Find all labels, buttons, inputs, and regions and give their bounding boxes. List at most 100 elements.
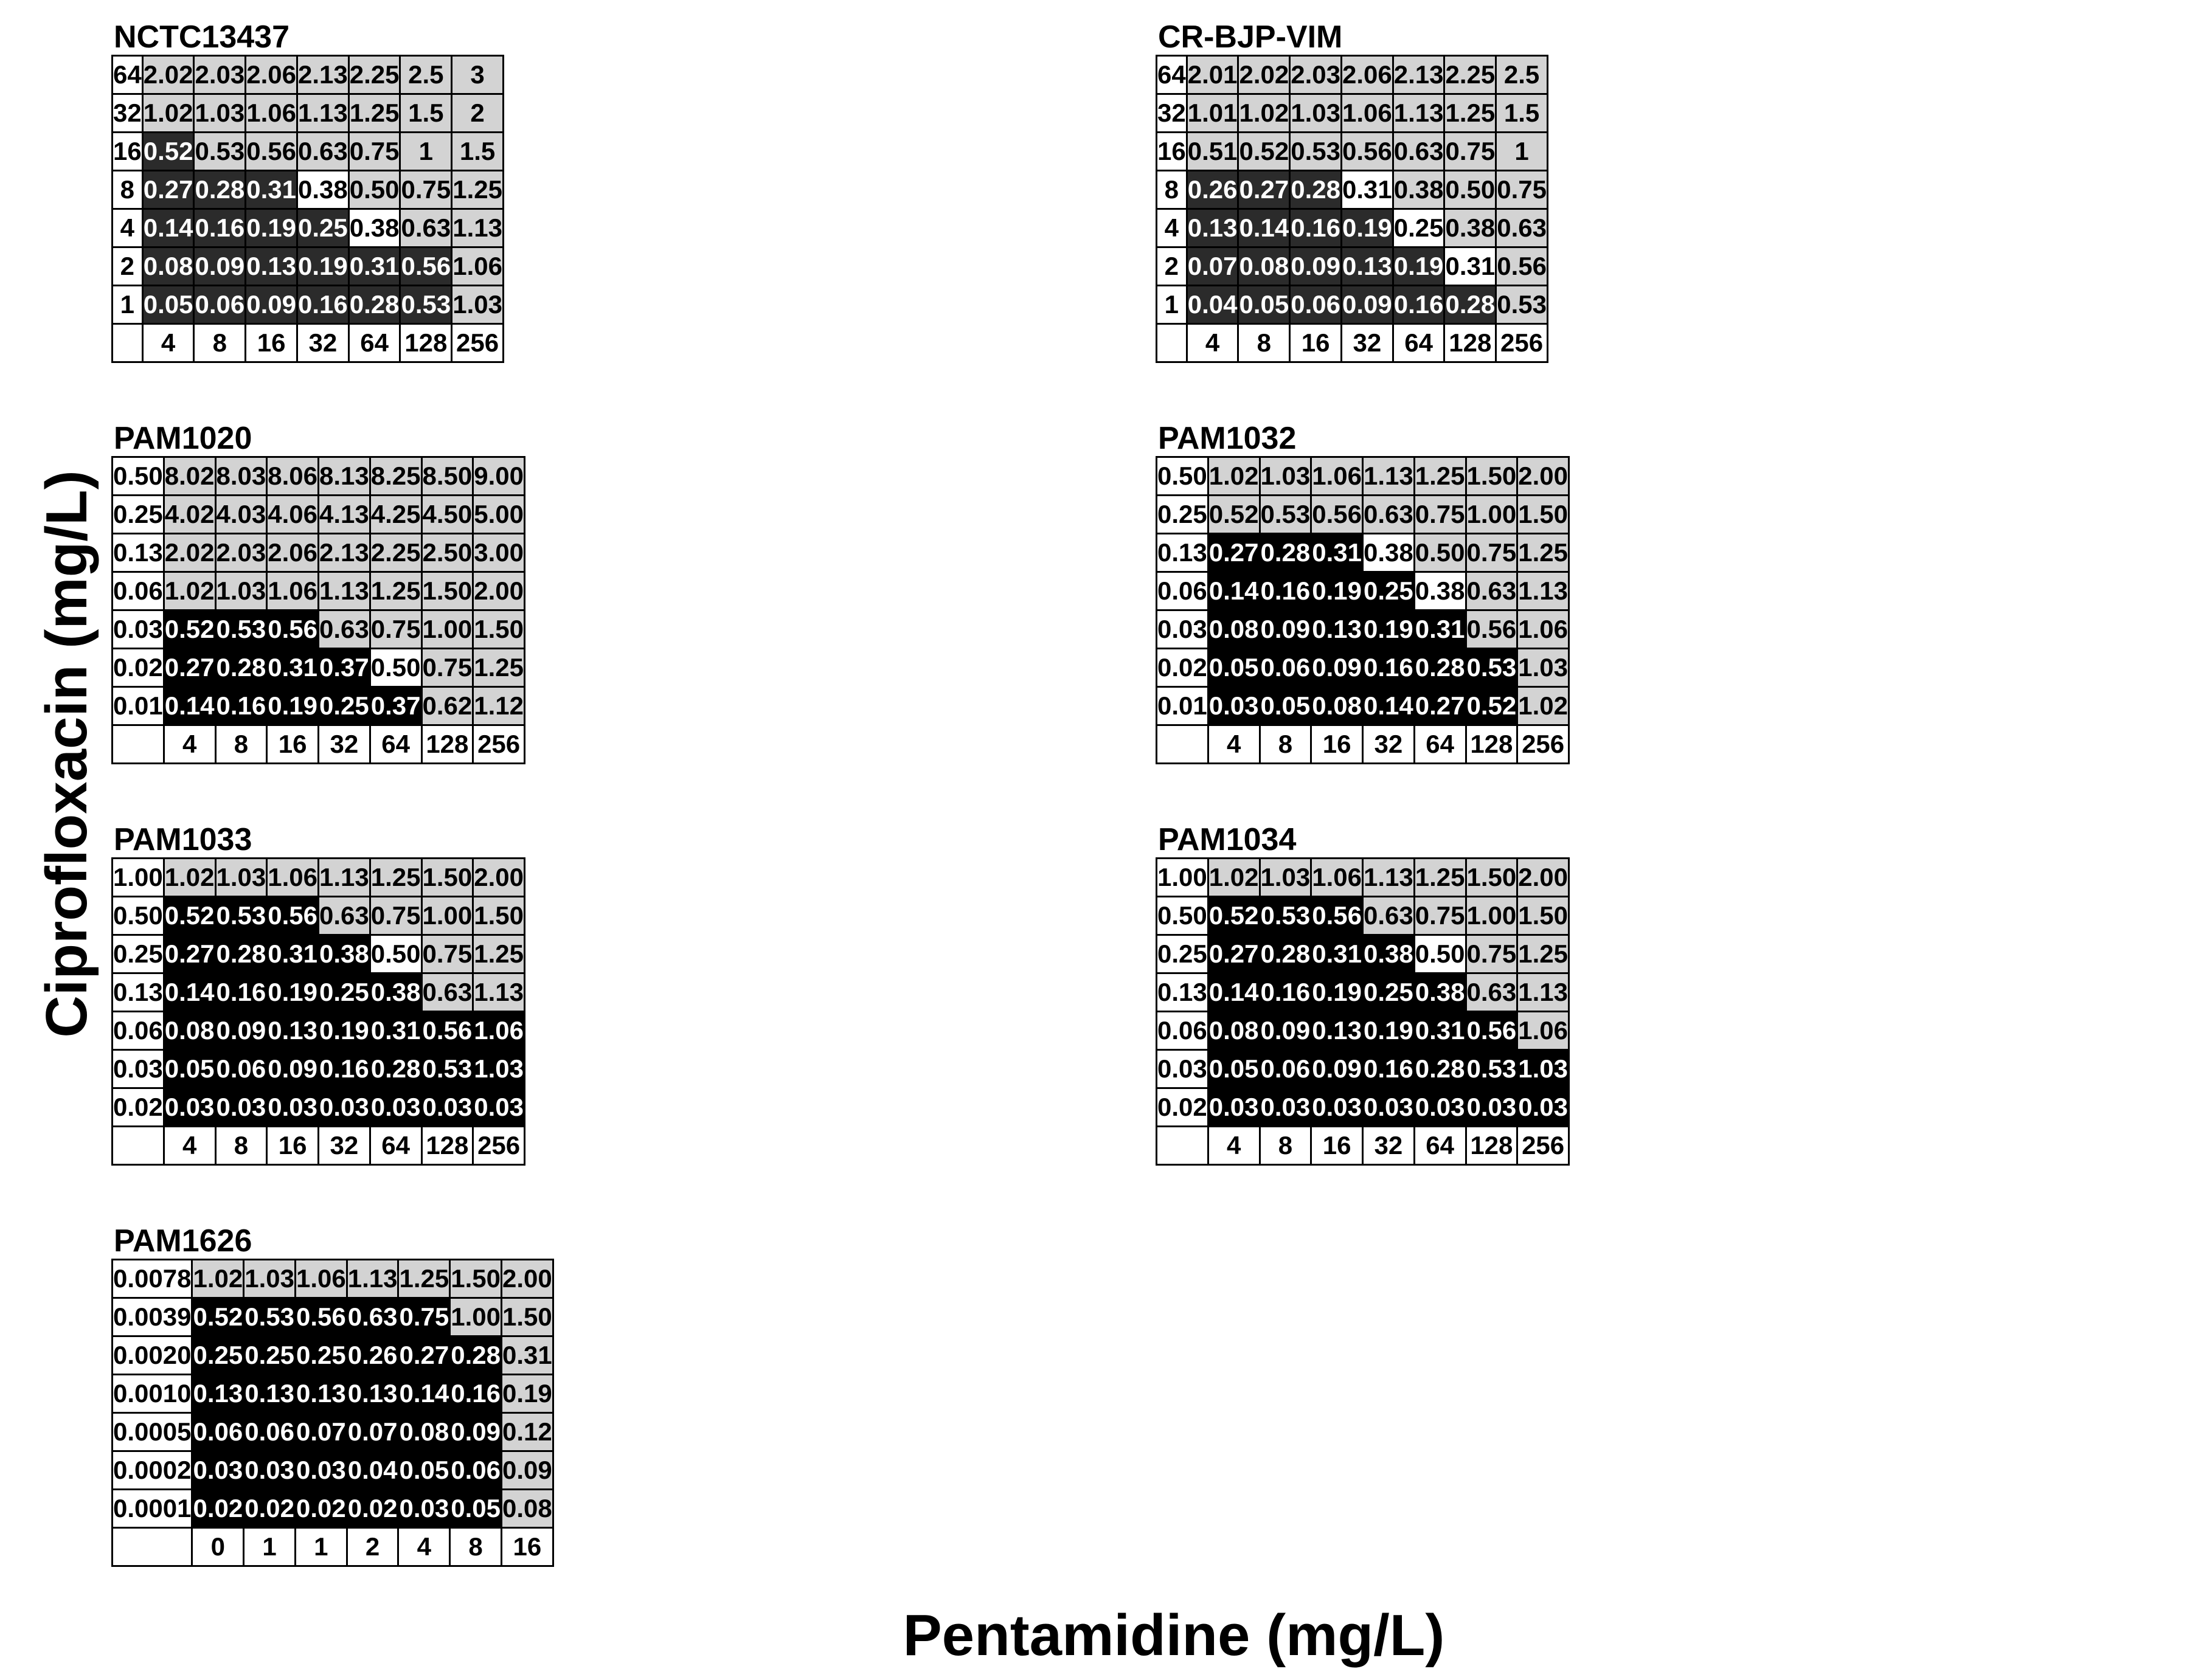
panel-title: PAM1032 (1158, 421, 1297, 456)
fici-cell: 1.00 (1465, 896, 1519, 936)
grid-row: 0.0002 0.03 0.03 0.03 0.04 0.05 0.06 0.09 (111, 1450, 554, 1490)
y-tick-label: 0.50 (111, 456, 165, 496)
fici-cell: 0.53 (193, 131, 247, 171)
fici-cell: 0.05 (1237, 285, 1291, 325)
fici-cell: 5.00 (472, 494, 525, 534)
fici-cell: 1.02 (1207, 456, 1261, 496)
fici-cell: 0.19 (500, 1374, 554, 1414)
fici-cell: 1.06 (266, 571, 319, 611)
x-axis-label: Pentamidine (mg/L) (903, 1603, 1445, 1668)
checkerboard-grid: 64 2.02 2.03 2.06 2.13 2.25 2.5 3 32 1.02 1.03 1.06… (111, 55, 504, 363)
y-tick-label: 0.13 (1156, 972, 1209, 1012)
y-tick-label: 0.25 (111, 494, 165, 534)
fici-cell: 0.08 (397, 1412, 451, 1452)
grid-row: 0.13 0.14 0.16 0.19 0.25 0.38 0.63 1.13 (111, 972, 525, 1012)
fici-cell: 1.25 (369, 571, 423, 611)
fici-cell: 1 (1495, 131, 1548, 171)
grid-row: 64 2.02 2.03 2.06 2.13 2.25 2.5 3 (111, 55, 504, 95)
fici-cell: 8.03 (214, 456, 268, 496)
fici-cell: 0.27 (1413, 686, 1467, 726)
fici-cell: 0.08 (141, 246, 195, 286)
fici-cell: 0.27 (397, 1335, 451, 1375)
grid-row: 32 1.01 1.02 1.03 1.06 1.13 1.25 1.5 (1156, 93, 1548, 133)
fici-cell: 2.5 (1495, 55, 1548, 95)
fici-cell: 1.06 (472, 1011, 525, 1051)
fici-cell: 0.56 (1465, 1011, 1519, 1051)
fici-cell: 0.56 (420, 1011, 474, 1051)
fici-cell: 1.13 (1516, 571, 1570, 611)
x-tick-label: 4 (1207, 724, 1261, 764)
fici-cell: 1.01 (1185, 93, 1239, 133)
fici-cell: 1.02 (1237, 93, 1291, 133)
grid-row: 0.03 0.05 0.06 0.09 0.16 0.28 0.53 1.03 (1156, 1049, 1570, 1089)
fici-cell: 0.05 (1207, 1049, 1261, 1089)
fici-cell: 1.00 (449, 1297, 502, 1337)
grid-row: 0.13 0.14 0.16 0.19 0.25 0.38 0.63 1.13 (1156, 972, 1570, 1012)
fici-cell: 0.75 (1495, 170, 1548, 210)
x-tick-label: 8 (193, 323, 247, 363)
fici-cell: 0.53 (1495, 285, 1548, 325)
fici-cell: 0.03 (317, 1087, 371, 1127)
fici-cell: 0.19 (1340, 208, 1394, 248)
fici-cell: 9.00 (472, 456, 525, 496)
fici-cell: 0.06 (191, 1412, 245, 1452)
fici-cell: 0.16 (296, 285, 350, 325)
fici-cell: 0.13 (1185, 208, 1239, 248)
x-tick-label: 32 (1362, 1125, 1415, 1166)
y-tick-label: 0.03 (111, 609, 165, 649)
fici-cell: 0.38 (1413, 972, 1467, 1012)
fici-cell: 2.03 (214, 533, 268, 573)
fici-cell: 0.25 (294, 1335, 348, 1375)
fici-cell: 2.00 (1516, 456, 1570, 496)
grid-row: 0.06 0.08 0.09 0.13 0.19 0.31 0.56 1.06 (111, 1011, 525, 1051)
x-axis-row: 4 8 16 32 64 128 256 (1156, 323, 1548, 363)
fici-cell: 0.75 (369, 609, 423, 649)
fici-cell: 0.56 (1465, 609, 1519, 649)
grid-row: 0.0001 0.02 0.02 0.02 0.02 0.03 0.05 0.08 (111, 1488, 554, 1529)
fici-cell: 1.03 (1258, 857, 1312, 897)
grid-row: 0.03 0.05 0.06 0.09 0.16 0.28 0.53 1.03 (111, 1049, 525, 1089)
grid-row: 0.06 0.14 0.16 0.19 0.25 0.38 0.63 1.13 (1156, 571, 1570, 611)
fici-cell: 0.50 (1443, 170, 1497, 210)
x-tick-label: 1 (243, 1527, 296, 1567)
grid-row: 0.06 0.08 0.09 0.13 0.19 0.31 0.56 1.06 (1156, 1011, 1570, 1051)
fici-cell: 0.28 (193, 170, 247, 210)
fici-cell: 1.00 (1465, 494, 1519, 534)
fici-cell: 2.06 (1340, 55, 1394, 95)
fici-cell: 1.03 (193, 93, 247, 133)
grid-row: 0.13 2.02 2.03 2.06 2.13 2.25 2.50 3.00 (111, 533, 525, 573)
fici-cell: 1.02 (141, 93, 195, 133)
fici-cell: 0.16 (317, 1049, 371, 1089)
corner-cell (1156, 1125, 1209, 1166)
fici-cell: 0.09 (1340, 285, 1394, 325)
fici-cell: 0.25 (1362, 571, 1415, 611)
fici-cell: 2.25 (1443, 55, 1497, 95)
y-tick-label: 1.00 (111, 857, 165, 897)
corner-cell (1156, 724, 1209, 764)
y-tick-label: 1 (111, 285, 144, 325)
x-tick-label: 64 (1392, 323, 1446, 363)
fici-cell: 1.25 (472, 934, 525, 974)
fici-cell: 0.08 (1207, 1011, 1261, 1051)
fici-cell: 0.53 (1465, 648, 1519, 688)
grid-row: 0.01 0.03 0.05 0.08 0.14 0.27 0.52 1.02 (1156, 686, 1570, 726)
fici-cell: 0.52 (1207, 896, 1261, 936)
fici-cell: 1.25 (369, 857, 423, 897)
y-tick-label: 1 (1156, 285, 1188, 325)
y-tick-label: 64 (111, 55, 144, 95)
fici-cell: 0.50 (369, 648, 423, 688)
grid-row: 0.02 0.03 0.03 0.03 0.03 0.03 0.03 0.03 (111, 1087, 525, 1127)
y-tick-label: 0.25 (1156, 494, 1209, 534)
fici-cell: 1.02 (1207, 857, 1261, 897)
y-tick-label: 0.06 (1156, 1011, 1209, 1051)
fici-cell: 0.06 (1258, 1049, 1312, 1089)
fici-cell: 0.14 (1362, 686, 1415, 726)
fici-cell: 0.03 (1207, 686, 1261, 726)
x-tick-label: 16 (1310, 1125, 1364, 1166)
fici-cell: 4.06 (266, 494, 319, 534)
fici-cell: 0.27 (1207, 934, 1261, 974)
fici-cell: 0.14 (1237, 208, 1291, 248)
fici-cell: 2.00 (1516, 857, 1570, 897)
fici-cell: 1.03 (472, 1049, 525, 1089)
fici-cell: 0.28 (449, 1335, 502, 1375)
